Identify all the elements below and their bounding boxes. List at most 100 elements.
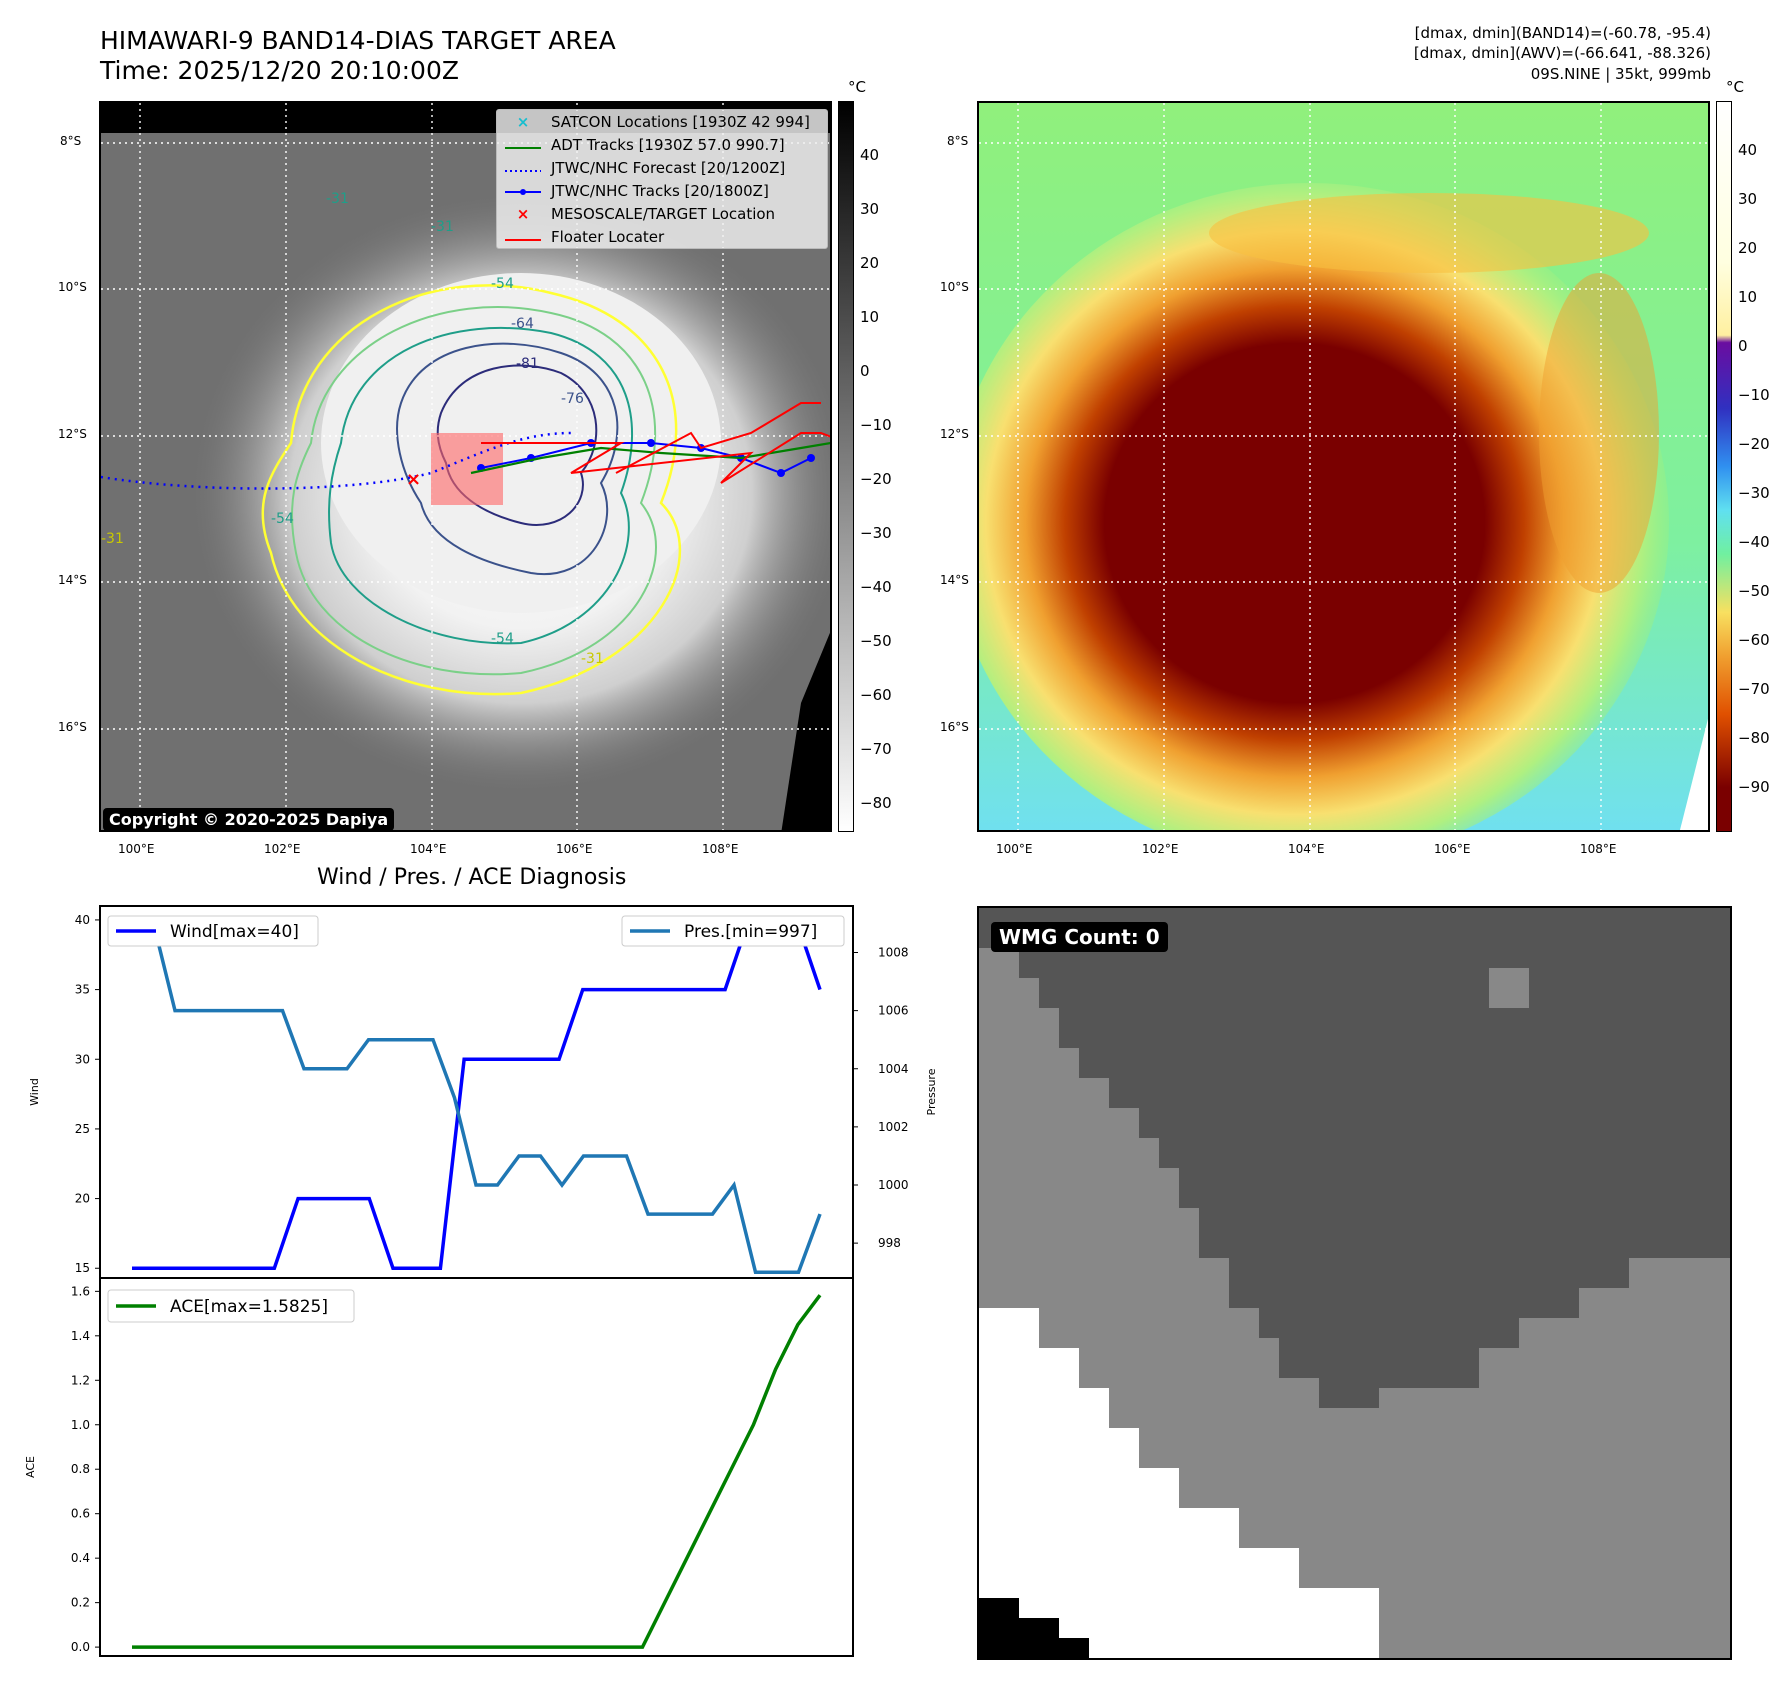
lat-tick: 14°S xyxy=(940,573,969,587)
pressure-axis-label: Pressure xyxy=(925,1068,938,1115)
colorbar-tick: −10 xyxy=(1738,386,1770,404)
contour-label: -76 xyxy=(561,391,584,407)
colorbar-tick: −70 xyxy=(860,740,892,758)
colorbar-tick: 10 xyxy=(860,308,880,326)
lon-tick: 106°E xyxy=(556,842,593,856)
pressure-tick-label: 1004 xyxy=(878,1062,909,1076)
pressure-series-line xyxy=(132,921,822,1274)
lon-tick: 106°E xyxy=(1434,842,1471,856)
wind-tick-label: 30 xyxy=(75,1052,90,1066)
colorbar-tick: 0 xyxy=(860,362,870,380)
legend-item-floater: Floater Locater xyxy=(497,225,827,248)
ace-tick-label: 0.8 xyxy=(71,1462,90,1476)
colorbar-tick: −90 xyxy=(1738,778,1770,796)
ace-tick-label: 1.2 xyxy=(71,1373,90,1387)
target-location-marker: × xyxy=(406,469,421,490)
wmg-count-badge: WMG Count: 0 xyxy=(991,922,1168,952)
ir-map-legend: × SATCON Locations [1930Z 42 994] ADT Tra… xyxy=(496,109,828,249)
pressure-tick-label: 1006 xyxy=(878,1004,909,1018)
ace-tick-label: 1.4 xyxy=(71,1329,90,1343)
ace-legend-label: ACE[max=1.5825] xyxy=(170,1297,328,1317)
lat-tick: 16°S xyxy=(58,720,87,734)
diagnosis-title: Wind / Pres. / ACE Diagnosis xyxy=(317,865,627,890)
floater-track xyxy=(481,432,830,484)
wind-legend-box xyxy=(107,915,319,947)
colorbar-tick: −30 xyxy=(1738,484,1770,502)
ace-tick-label: 0.6 xyxy=(71,1507,90,1521)
lon-tick: 102°E xyxy=(264,842,301,856)
wmg-panel: WMG Count: 0 xyxy=(977,906,1732,1660)
ace-tick-label: 0.4 xyxy=(71,1551,90,1565)
colorbar-tick: −60 xyxy=(1738,631,1770,649)
colorbar-tick: −80 xyxy=(1738,729,1770,747)
lat-tick: 12°S xyxy=(58,427,87,441)
line-icon xyxy=(503,136,543,154)
pressure-tick-label: 998 xyxy=(878,1236,901,1250)
pressure-tick-label: 1008 xyxy=(878,946,909,960)
line-dot-icon xyxy=(503,182,543,200)
legend-item-target: × MESOSCALE/TARGET Location xyxy=(497,202,827,225)
pressure-tick-label: 1000 xyxy=(878,1178,909,1192)
colorbar-tick: −40 xyxy=(1738,533,1770,551)
info-band14: [dmax, dmin](BAND14)=(-60.78, -95.4) xyxy=(1414,24,1711,42)
colorbar-tick: 40 xyxy=(1738,141,1758,159)
ace-tick-label: 0.2 xyxy=(71,1596,90,1610)
lat-tick: 16°S xyxy=(940,720,969,734)
lon-tick: 108°E xyxy=(1580,842,1617,856)
colorbar-tick: 0 xyxy=(1738,337,1748,355)
color-map-image xyxy=(979,103,1708,830)
colorbar-tick: −80 xyxy=(860,794,892,812)
contour-76 xyxy=(396,342,619,576)
wind-legend-label: Wind[max=40] xyxy=(170,922,299,942)
legend-item-adt: ADT Tracks [1930Z 57.0 990.7] xyxy=(497,133,827,156)
colorbar-tick: 20 xyxy=(1738,239,1758,257)
legend-item-jtwc: JTWC/NHC Tracks [20/1800Z] xyxy=(497,179,827,202)
colorbar-tick: −20 xyxy=(1738,435,1770,453)
wind-tick-label: 20 xyxy=(75,1192,90,1206)
diagnosis-chart: 15 20 25 30 35 40 998 1000 1002 1004 1006 1008 Wind P… xyxy=(24,905,938,1657)
wind-tick-label: 25 xyxy=(75,1122,90,1136)
colorbar-tick: 30 xyxy=(860,200,880,218)
ace-series-line xyxy=(132,1294,822,1649)
wind-plot-frame xyxy=(99,905,854,1279)
copyright-badge: Copyright © 2020-2025 Dapiya xyxy=(103,808,395,830)
info-storm: 09S.NINE | 35kt, 999mb xyxy=(1530,65,1711,83)
colorbar-tick: −30 xyxy=(860,524,892,542)
colorbar-tick: −20 xyxy=(860,470,892,488)
ace-tick-label: 1.6 xyxy=(71,1284,90,1298)
lat-tick: 8°S xyxy=(60,134,82,148)
ace-legend-box xyxy=(107,1289,355,1323)
colorbar-tick: −70 xyxy=(1738,680,1770,698)
jtwc-track xyxy=(480,442,812,475)
pressure-tick-label: 1002 xyxy=(878,1120,909,1134)
colorbar-tick: −10 xyxy=(860,416,892,434)
wind-series-line xyxy=(132,918,822,1270)
colorbar-tick: −50 xyxy=(1738,582,1770,600)
color-colorbar-unit: °C xyxy=(1726,78,1744,96)
wind-tick-label: 15 xyxy=(75,1261,90,1275)
line-icon xyxy=(503,228,543,246)
lat-tick: 8°S xyxy=(947,134,969,148)
figure-time: Time: 2025/12/20 20:10:00Z xyxy=(100,56,459,85)
colorbar-tick: −40 xyxy=(860,578,892,596)
wind-pressure-chart: 15 20 25 30 35 40 998 1000 1002 1004 1006 1008 Wind P… xyxy=(28,905,938,1279)
figure-title: HIMAWARI-9 BAND14-DIAS TARGET AREA xyxy=(100,26,616,55)
dotted-line-icon xyxy=(503,159,543,177)
ace-plot-frame xyxy=(99,1277,854,1657)
color-colorbar xyxy=(1716,101,1732,832)
ace-tick-label: 0.0 xyxy=(71,1640,90,1654)
wind-tick-label: 35 xyxy=(75,983,90,997)
lon-tick: 100°E xyxy=(118,842,155,856)
contour-label: -31 xyxy=(326,191,349,207)
contour-label: -54 xyxy=(491,276,514,292)
pressure-legend-box xyxy=(621,915,845,947)
colorbar-tick: 20 xyxy=(860,254,880,272)
colorbar-tick: 10 xyxy=(1738,288,1758,306)
ir-colorbar xyxy=(838,101,854,832)
contour-54 xyxy=(290,306,657,676)
colorbar-tick: −50 xyxy=(860,632,892,650)
legend-item-forecast: JTWC/NHC Forecast [20/1200Z] xyxy=(497,156,827,179)
lon-tick: 104°E xyxy=(410,842,447,856)
lat-tick: 10°S xyxy=(940,280,969,294)
ace-axis-label: ACE xyxy=(24,1456,37,1478)
